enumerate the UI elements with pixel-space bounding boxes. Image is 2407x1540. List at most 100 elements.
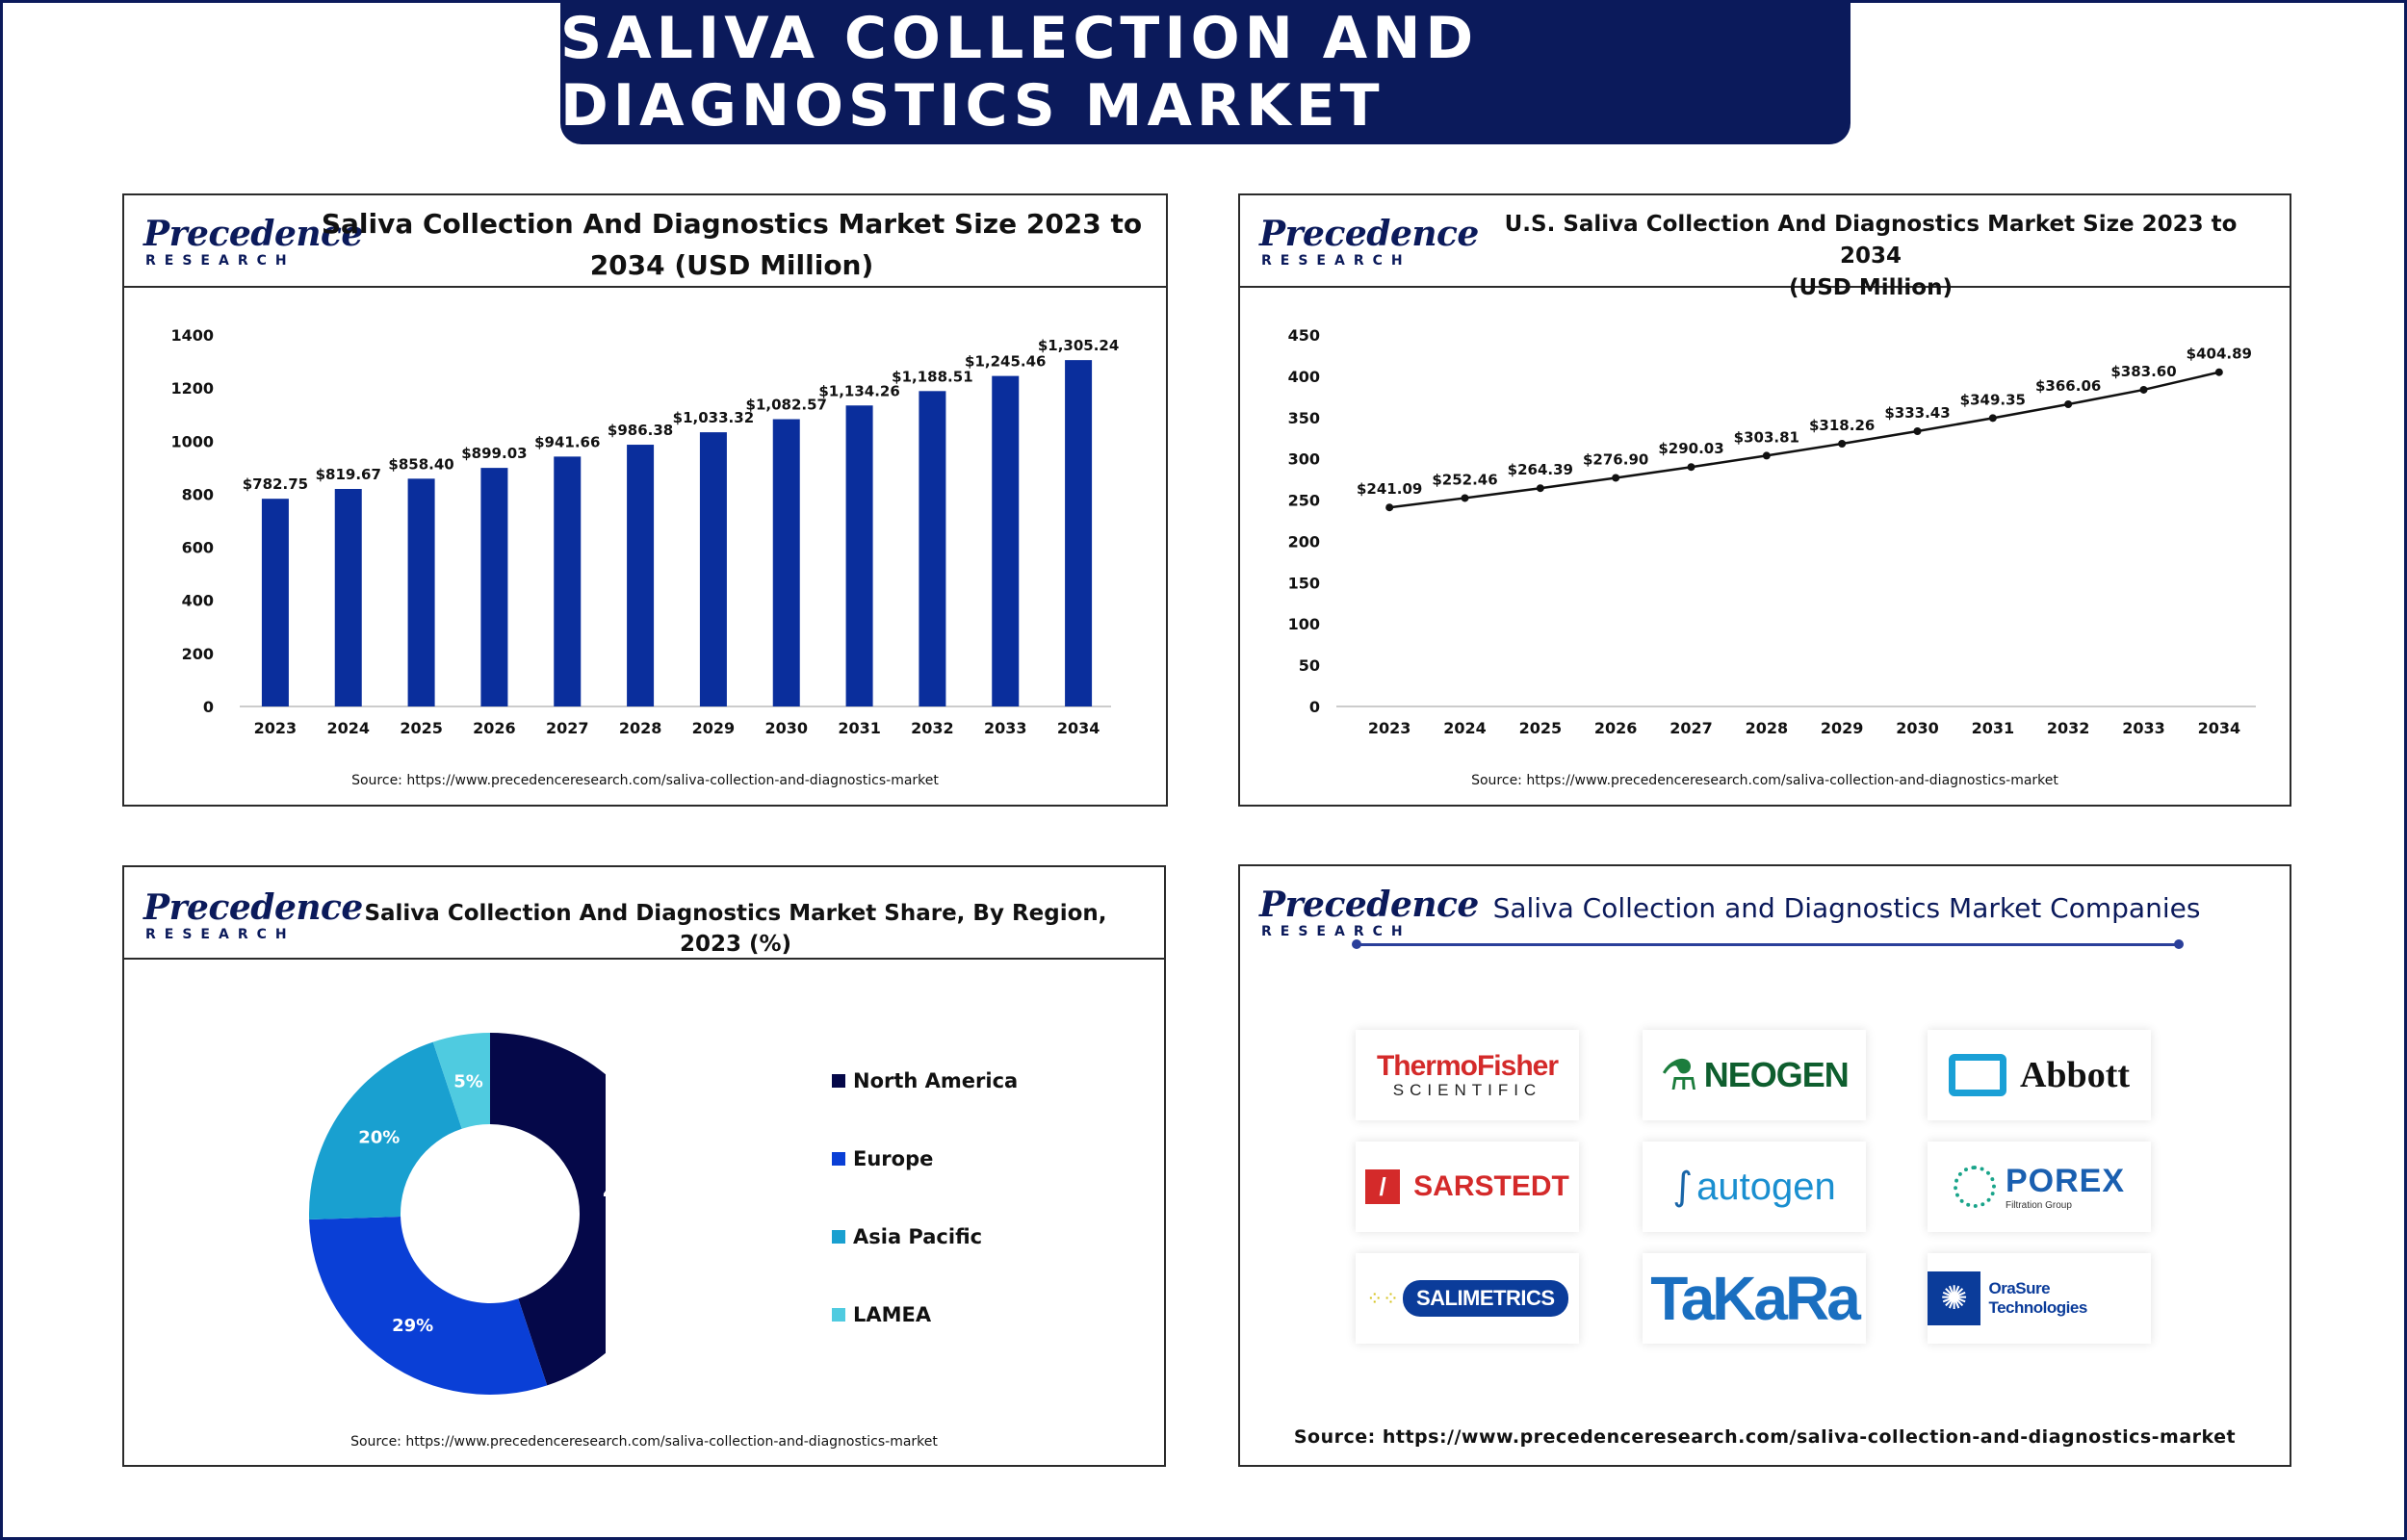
y-tick-label: 100 [1288,615,1320,633]
bar-2031 [845,405,873,706]
data-label: $782.75 [243,475,308,493]
source-text: Source: https://www.precedenceresearch.c… [350,1434,938,1450]
data-label: $1,082.57 [746,397,827,414]
sarstedt-icon: / [1365,1169,1401,1204]
neogen-icon: ⚗ [1660,1050,1698,1100]
slice-asia-pacific [309,1041,462,1220]
data-point-2030 [1913,426,1922,435]
porex-icon [1953,1166,1996,1208]
data-point-2033 [2139,385,2148,394]
data-label: $264.39 [1508,461,1573,478]
x-tick-label: 2034 [2198,719,2241,737]
salimetrics-icon: ⁘⁘ [1366,1287,1399,1310]
region-share-donut-chart: 44% 29% 20% 5% [309,1033,606,1395]
precedence-research-logo: Precedence RESEARCH [143,890,363,942]
x-tick-label: 2034 [1057,719,1100,737]
sarstedt-name: SARSTEDT [1413,1170,1569,1202]
source-text: Source: https://www.precedenceresearch.c… [351,773,939,788]
data-point-2034 [2214,368,2223,376]
market-size-panel: Precedence RESEARCH Saliva Collection An… [122,193,1168,807]
neogen-logo: ⚗ NEOGEN [1643,1030,1866,1120]
bar-2028 [627,445,655,706]
logo-sub: RESEARCH [1261,924,1411,939]
bar-2034 [1065,360,1093,706]
x-tick-label: 2031 [1972,719,2015,737]
data-point-2031 [1988,414,1997,423]
x-tick-label: 2032 [911,719,954,737]
legend-item: Asia Pacific [832,1197,1018,1275]
data-label: $383.60 [2110,363,2176,380]
x-tick-label: 2033 [984,719,1027,737]
panel-header: Precedence RESEARCH U.S. Saliva Collecti… [1240,195,2290,300]
bar-2030 [772,419,800,706]
y-tick-label: 250 [1288,492,1320,510]
y-tick-label: 800 [182,485,214,503]
y-tick-label: 300 [1288,450,1320,469]
data-label: $986.38 [608,422,673,439]
x-tick-label: 2030 [764,719,808,737]
legend-item: North America [832,1041,1018,1119]
data-point-2026 [1612,474,1620,482]
data-point-2029 [1838,440,1847,449]
us-market-title-line2: (USD Million) [1789,275,1953,300]
us-market-panel: Precedence RESEARCH U.S. Saliva Collecti… [1238,193,2291,807]
data-label: $318.26 [1809,417,1875,434]
us-market-title-line1: U.S. Saliva Collection And Diagnostics M… [1504,212,2238,269]
data-label: $333.43 [1884,404,1950,422]
market-size-bar-chart: 0 200 400 600 800 1000 1200 1400 $782.75 2023 $819… [170,326,1119,737]
data-label: $1,033.32 [673,409,754,426]
legend-swatch [832,1307,845,1322]
data-label: $303.81 [1734,428,1799,446]
data-point-2024 [1461,494,1469,502]
y-tick-label: 0 [203,698,214,716]
region-share-title: Saliva Collection And Diagnostics Market… [364,901,1107,957]
logo-word: Precedence [1259,885,1479,925]
slice-europe [309,1216,548,1395]
autogen-icon: ∫ [1672,1165,1694,1209]
data-label: $941.66 [534,433,600,450]
y-tick-label: 200 [182,645,214,663]
slice-label: 5% [453,1071,483,1091]
thermofisher-name: ThermoFisher [1376,1050,1559,1082]
data-label: $241.09 [1357,480,1422,498]
porex-logo: POREX Filtration Group [1928,1142,2151,1232]
panel-header: Precedence RESEARCH Saliva Collection An… [124,195,1166,288]
y-tick-label: 200 [1288,532,1320,551]
x-tick-label: 2030 [1896,719,1939,737]
data-label: $1,305.24 [1038,337,1119,354]
divider-dot [1352,939,1361,949]
company-logo-grid: ThermoFisher SCIENTIFIC ⚗ NEOGEN Abbott … [1356,1030,2174,1357]
salimetrics-logo: ⁘⁘ SALIMETRICS [1356,1253,1579,1344]
logo-word: Precedence [143,887,363,928]
slice-label: 44% [603,1184,606,1204]
neogen-name: NEOGEN [1703,1055,1850,1094]
porex-name: POREX [2005,1163,2126,1199]
bar-2033 [992,375,1020,706]
data-label: $366.06 [2035,377,2101,395]
x-tick-label: 2029 [1821,719,1864,737]
bar-2027 [554,456,582,706]
y-tick-label: 50 [1299,656,1320,675]
bar-2024 [334,489,362,706]
legend-label: LAMEA [853,1302,932,1326]
sarstedt-logo: / SARSTEDT [1356,1142,1579,1232]
legend-swatch [832,1229,845,1244]
x-tick-label: 2025 [400,719,443,737]
y-tick-label: 1000 [170,432,214,450]
logo-word: Precedence [143,214,363,254]
x-tick-label: 2027 [1669,719,1713,737]
x-tick-label: 2029 [692,719,736,737]
y-tick-label: 350 [1288,409,1320,427]
thermofisher-sub: SCIENTIFIC [1392,1081,1542,1099]
x-tick-label: 2026 [1594,719,1638,737]
legend-label: Asia Pacific [853,1224,983,1248]
legend-swatch [832,1073,845,1088]
data-label: $1,245.46 [965,353,1046,371]
abbott-logo: Abbott [1928,1030,2151,1120]
takara-name: TaKaRa [1650,1264,1861,1333]
orasure-icon: ✺ [1928,1271,1981,1325]
data-point-2027 [1687,463,1695,472]
divider-dot [2174,939,2184,949]
main-title-bar: SALIVA COLLECTION AND DIAGNOSTICS MARKET [560,0,1851,144]
market-size-title: Saliva Collection And Diagnostics Market… [317,203,1147,286]
